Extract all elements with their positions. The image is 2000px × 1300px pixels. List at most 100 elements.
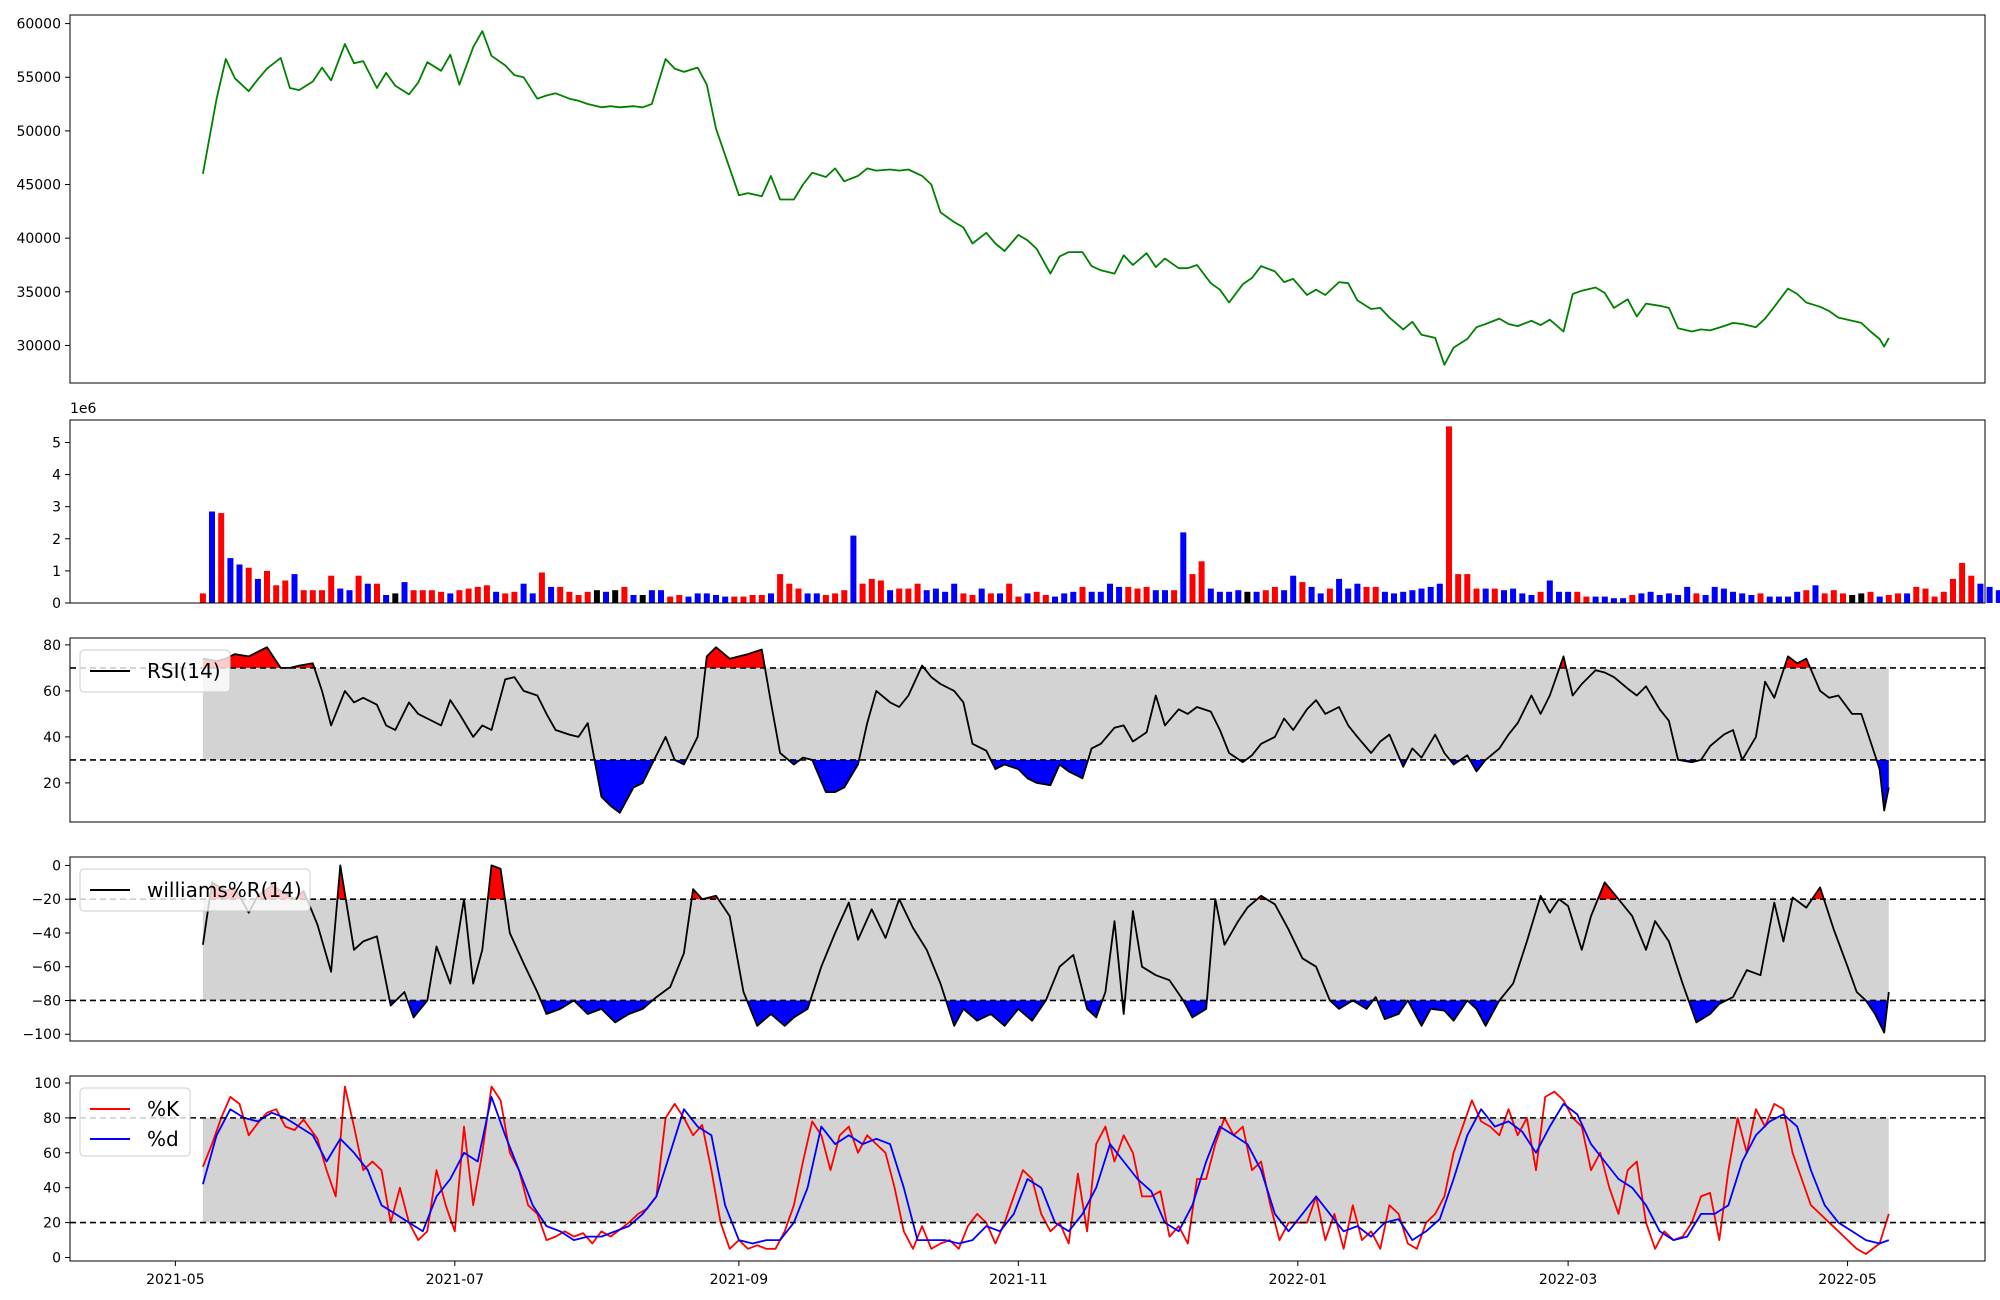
volume-bar: [1455, 574, 1462, 603]
axes-frame: [69, 419, 1986, 604]
volume-bar: [1766, 596, 1773, 603]
volume-bar: [1601, 596, 1608, 603]
volume-bar: [273, 585, 280, 603]
volume-bar: [1491, 588, 1498, 603]
volume-bar: [804, 593, 811, 603]
volume-bar: [1730, 591, 1736, 603]
x-axis: 2021-05 2021-07 2021-09 2021-11 2022-01 2022-…: [146, 1261, 1877, 1288]
volume-bar: [1216, 591, 1223, 603]
volume-bar: [1656, 595, 1663, 603]
volume-bar: [428, 590, 435, 603]
volume-bar: [1638, 593, 1645, 603]
oversold-fill: [1377, 1000, 1500, 1026]
volume-bar: [795, 588, 802, 603]
volume-bar: [1116, 586, 1123, 603]
volume-bar: [713, 595, 719, 603]
legend-label-2: %d: [147, 1127, 179, 1151]
volume-bar: [648, 590, 655, 603]
volume-bar: [914, 583, 921, 603]
volume-bar: [1006, 583, 1013, 603]
volume-bar: [1052, 596, 1058, 603]
volume-bar: [1363, 586, 1370, 603]
volume-bar: [1556, 591, 1562, 603]
volume-bar: [1922, 588, 1929, 603]
volume-bar: [1785, 596, 1791, 603]
volume-bar: [1271, 586, 1278, 603]
volume-bar: [575, 595, 582, 603]
volume-bar: [1684, 586, 1691, 603]
volume-bar: [1711, 586, 1718, 603]
volume-bar: [548, 586, 555, 603]
volume-bar: [987, 593, 994, 603]
volume-bar: [1812, 585, 1819, 603]
rsi-panel: 20 40 60 80 RSI(14): [43, 637, 1986, 823]
volume-bar: [1253, 591, 1260, 603]
x-tick-label: 2021-05: [146, 1272, 205, 1288]
volume-bar: [1931, 596, 1938, 603]
volume-bar: [630, 595, 637, 603]
volume-bar: [1620, 598, 1627, 603]
volume-bar: [667, 596, 674, 603]
volume-bar: [612, 590, 619, 603]
volume-bar: [1583, 596, 1590, 603]
volume-bar: [1876, 596, 1883, 603]
y-tick-label: 60000: [16, 17, 61, 33]
legend-box: [79, 868, 311, 912]
volume-bar: [951, 583, 958, 603]
volume-bar: [1482, 588, 1489, 603]
axes-frame: [69, 1075, 1986, 1262]
volume-bar: [1959, 562, 1966, 603]
legend-label-1: %K: [147, 1097, 180, 1121]
volume-bar: [1610, 598, 1617, 603]
x-tick-label: 2022-05: [1818, 1272, 1877, 1288]
volume-bar: [309, 590, 316, 603]
volume-bar: [887, 590, 894, 603]
volume-bar: [1794, 591, 1801, 603]
axes-frame: [69, 856, 1986, 1042]
volume-bar: [1326, 588, 1333, 603]
volume-bar: [786, 583, 793, 603]
volume-bar: [1372, 586, 1379, 603]
volume-bar: [1757, 593, 1764, 603]
volume-bar: [520, 583, 527, 603]
y-tick-label: 40: [43, 1181, 61, 1197]
volume-bar: [1061, 593, 1068, 603]
price-panel: 30000 35000 40000 45000 50000 55000 60000: [16, 14, 1986, 384]
volume-bar: [300, 590, 307, 603]
y-tick-label: 40: [43, 730, 61, 746]
volume-bar: [877, 580, 884, 603]
volume-bar: [328, 575, 335, 603]
neutral-band: [202, 899, 1889, 1001]
volume-bar: [538, 572, 545, 603]
rsi-line-1: [202, 646, 1890, 814]
volume-bar: [1950, 578, 1956, 603]
y-tick-label: 20: [43, 776, 61, 792]
volume-bar: [1867, 591, 1874, 603]
volume-bar: [1464, 574, 1471, 603]
volume-bar: [1446, 426, 1452, 603]
volume-bar: [254, 578, 261, 603]
volume-bar: [1198, 561, 1205, 603]
volume-bar: [960, 593, 967, 603]
volume-bar: [227, 558, 234, 603]
volume-bar: [1418, 588, 1425, 603]
volume-bar: [1290, 575, 1297, 603]
volume-bar: [1647, 591, 1654, 603]
volume-bar: [859, 583, 866, 603]
y-tick-label: 5: [52, 435, 61, 451]
legend-label-1: RSI(14): [147, 659, 221, 683]
y-tick-label: 60: [43, 1146, 61, 1162]
legend-box: [79, 649, 231, 693]
volume-bar: [621, 586, 628, 603]
volume-bar: [529, 593, 536, 603]
volume-bar: [1235, 590, 1242, 603]
volume-bar: [346, 590, 353, 603]
volume-bar: [832, 593, 839, 603]
volume-bar: [1775, 596, 1782, 603]
oversold-fill: [812, 759, 859, 793]
volume-bar: [1510, 588, 1517, 603]
volume-bar: [1345, 588, 1352, 603]
volume-bar: [749, 595, 756, 603]
volume-bar: [768, 593, 774, 603]
